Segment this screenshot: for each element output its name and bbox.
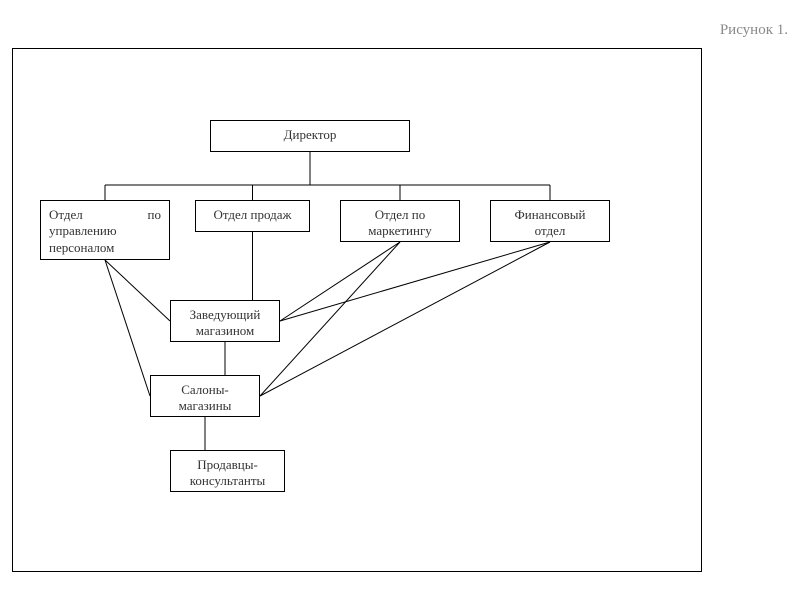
node-label: Продавцы-консультанты [190, 457, 266, 488]
node-marketing: Отдел по маркетингу [340, 200, 460, 242]
figure-caption: Рисунок 1. [720, 22, 788, 39]
node-hr: Отдел по управлению персоналом [40, 200, 170, 260]
node-sales: Отдел продаж [195, 200, 310, 232]
node-finance: Финансовый отдел [490, 200, 610, 242]
node-label: Заведующий магазином [190, 307, 261, 338]
node-label: Салоны-магазины [179, 382, 232, 413]
node-label: Финансовый отдел [514, 207, 585, 238]
node-director: Директор [210, 120, 410, 152]
node-manager: Заведующий магазином [170, 300, 280, 342]
node-label: Отдел по маркетингу [368, 207, 432, 238]
node-salons: Салоны-магазины [150, 375, 260, 417]
node-label: Отдел по управлению персоналом [49, 207, 161, 255]
diagram-stage: { "caption": "Рисунок 1.", "title": "Орг… [0, 0, 800, 600]
node-label: Отдел продаж [214, 207, 292, 222]
node-sellers: Продавцы-консультанты [170, 450, 285, 492]
node-label: Директор [284, 127, 337, 142]
